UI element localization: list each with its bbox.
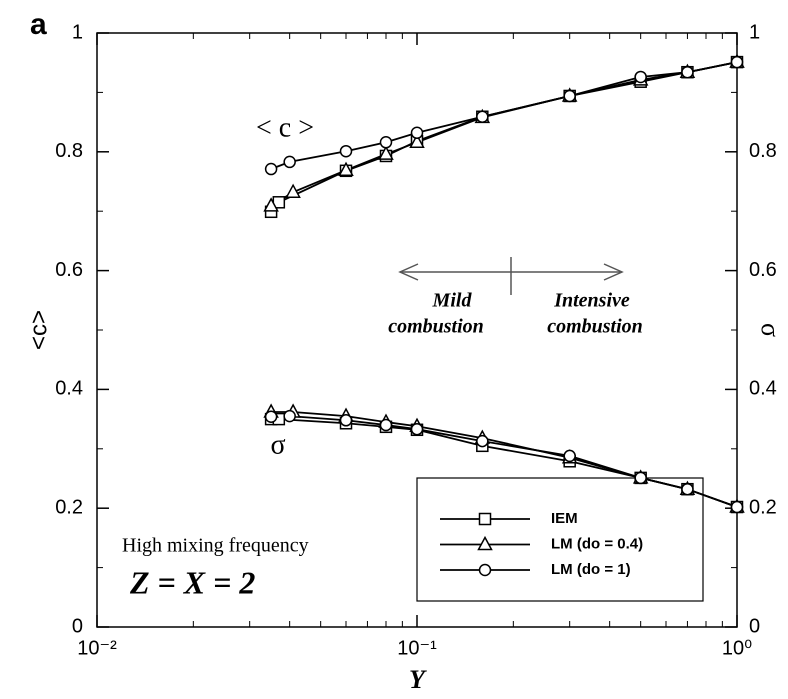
sigma-curve-label: σ [270, 429, 285, 460]
y2-tick-label: 0 [749, 615, 760, 637]
y2-tick-label: 0.6 [749, 259, 777, 281]
series-line [270, 61, 738, 213]
y-tick-label: 1 [72, 21, 83, 43]
data-point [563, 89, 576, 103]
data-point [476, 434, 489, 448]
data-point [264, 162, 278, 176]
intensive-label: combustion [547, 316, 643, 338]
data-point [409, 133, 425, 149]
mild-label: combustion [388, 316, 484, 338]
series-line [270, 61, 738, 170]
series-line [271, 415, 738, 508]
data-point [283, 155, 296, 169]
data-point [283, 409, 296, 423]
data-point [264, 410, 278, 423]
data-point [410, 422, 424, 436]
data-point [378, 145, 394, 160]
data-point [379, 136, 393, 149]
y2-tick-label: 0.4 [749, 378, 777, 400]
data-point [681, 482, 694, 496]
y2-tick-label: 1 [749, 21, 760, 43]
data-point [339, 414, 353, 427]
equation-label: Z = X = 2 [129, 564, 255, 600]
legend-marker [478, 563, 492, 577]
legend-marker [478, 512, 492, 526]
y-tick-label: 0 [72, 615, 83, 637]
data-point [285, 183, 301, 198]
legend-marker [477, 535, 493, 551]
intensive-label: Intensive [553, 290, 630, 312]
c-curve-label: < c > [256, 112, 314, 143]
y-axis-label: <c> [25, 310, 52, 350]
data-point [730, 500, 744, 514]
data-point [410, 126, 424, 140]
legend-label: LM (do = 0.4) [551, 535, 643, 552]
panel-label: a [30, 8, 47, 41]
regime-arrow [398, 257, 624, 295]
arrow-head [398, 263, 419, 281]
y-tick-label: 0.4 [55, 378, 83, 400]
legend-box [416, 477, 704, 602]
y-tick-label: 0.6 [55, 259, 83, 281]
data-point [338, 161, 354, 176]
data-point [339, 144, 353, 158]
y2-axis-label: σ [756, 323, 785, 337]
y2-tick-label: 0.8 [749, 140, 777, 162]
data-point [681, 65, 694, 79]
data-point [634, 471, 647, 485]
data-point [263, 197, 279, 212]
data-point [563, 449, 576, 463]
mild-label: Mild [432, 290, 473, 312]
data-point [634, 70, 647, 84]
arrow-head [603, 263, 624, 281]
y2-tick-label: 0.2 [749, 496, 777, 518]
series-line [270, 61, 738, 207]
legend-label: IEM [551, 510, 578, 527]
data-point [730, 55, 744, 69]
y-tick-label: 0.8 [55, 140, 83, 162]
condition-label: High mixing frequency [122, 535, 309, 557]
x-axis-label: Y [409, 665, 427, 694]
x-tick-label: 10⁻¹ [397, 637, 437, 659]
data-point [379, 418, 393, 432]
legend-label: LM (do = 1) [551, 561, 631, 578]
data-point [476, 110, 489, 124]
x-tick-label: 10⁻² [77, 637, 117, 659]
x-tick-label: 10⁰ [722, 637, 752, 659]
y-tick-label: 0.2 [55, 496, 83, 518]
